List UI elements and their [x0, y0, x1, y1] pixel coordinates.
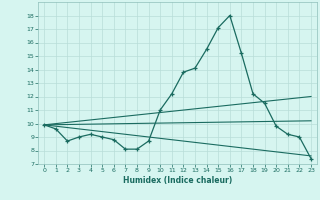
X-axis label: Humidex (Indice chaleur): Humidex (Indice chaleur): [123, 176, 232, 185]
